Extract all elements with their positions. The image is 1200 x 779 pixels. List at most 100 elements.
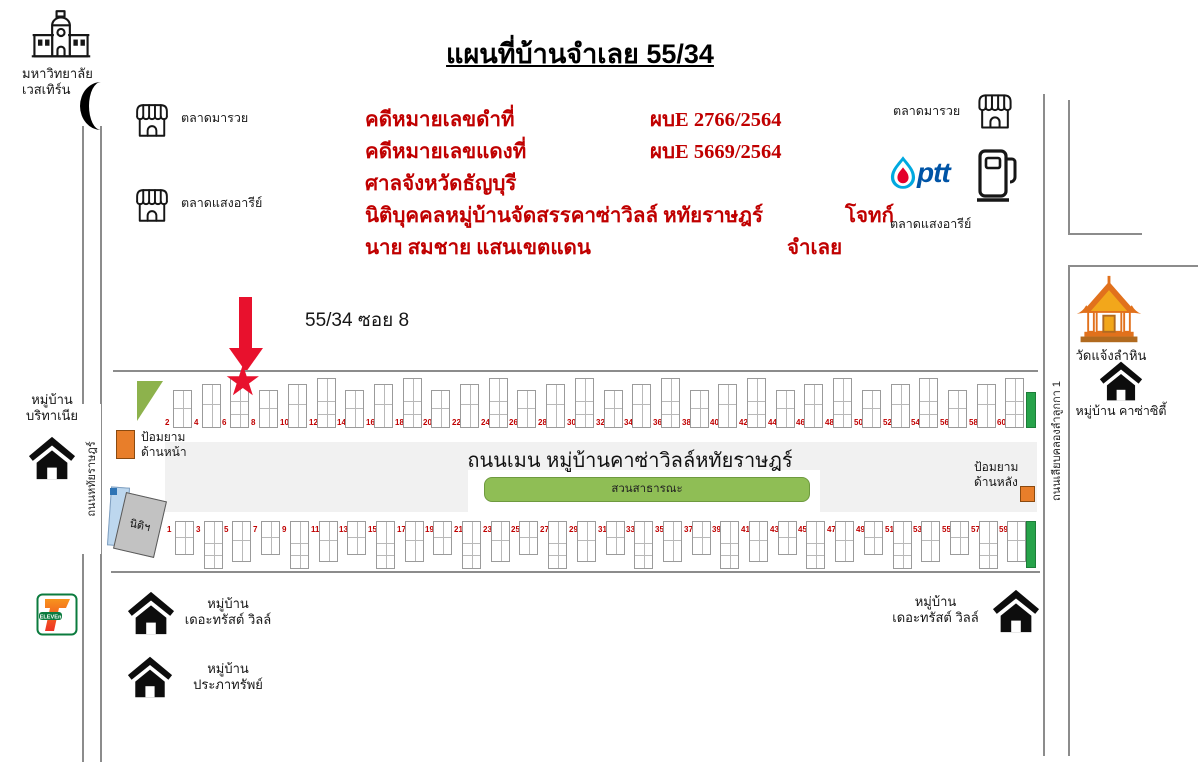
plot-grid-line [434,536,451,538]
plot-box [577,521,596,562]
plot-grid-line [928,379,930,427]
plot-grid-line [348,536,365,538]
temple-icon [1073,274,1145,346]
market-icon [131,97,173,143]
case-black-label: คดีหมายเลขดำที่ [365,109,515,131]
plot-grid-line [576,401,593,403]
plot-grid-line [213,522,215,568]
plot-grid-line [584,379,586,427]
plot-number: 37 [684,525,693,534]
case-red-number: ผบE 5669/2564 [650,141,782,163]
plot-grid-line [432,407,449,409]
plot-grid-line [986,385,988,427]
plot-box [489,378,508,428]
plot-grid-line [758,522,760,561]
plot-grid-line [231,401,248,403]
plot-grid-line [836,539,853,541]
plot-box [317,378,336,428]
plot-grid-line [469,385,471,427]
plot-box [690,390,709,428]
plot-grid-line [633,404,650,406]
case-red-line: คดีหมายเลขแดงที่ [365,135,925,168]
plot-grid-line [721,543,738,545]
plot-grid-line [900,385,902,427]
plot-grid-line [270,522,272,554]
plot-grid-line [670,379,672,427]
plot-number: 1 [167,525,172,534]
plaintiff-role: โจทก์ [845,205,894,227]
plot-box [462,521,481,569]
plot-grid-line [291,543,308,545]
plot-box [374,384,393,428]
plot-box [261,521,280,555]
plot-number: 58 [969,418,978,427]
britannia-label: หมู่บ้าน บริทาเนีย [25,392,79,424]
plot-grid-line [492,539,509,541]
plot-grid-line [748,401,765,403]
pointer-arrow [239,297,252,349]
plot-grid-line [404,401,421,403]
guard-post-back [1020,486,1035,502]
plot-grid-line [834,413,851,415]
plot-grid-line [719,404,736,406]
plot-number: 43 [770,525,779,534]
defendant-name: นาย สมชาย แสนเขตแดน [365,237,591,259]
plot-number: 6 [222,418,227,427]
plot-grid-line [727,385,729,427]
plot-box [345,390,364,428]
plot-number: 22 [452,418,461,427]
market-nw-bottom-label: ตลาดแสงอารีย์ [181,196,263,210]
plot-grid-line [834,401,851,403]
plot-box [548,521,567,569]
plot-grid-line [605,407,622,409]
left-road-label: ถนนหทัยราษฎร์ [81,404,101,554]
plot-number: 47 [827,525,836,534]
plot-grid-line [871,391,873,427]
plot-grid-line [555,385,557,427]
plot-number: 34 [624,418,633,427]
plot-box [259,390,278,428]
defendant-plot-star: ★ [224,357,262,404]
plot-grid-line [957,391,959,427]
plot-grid-line [442,522,444,554]
plot-number: 16 [366,418,375,427]
plot-grid-line [1006,413,1023,415]
case-black-number: ผบE 2766/2564 [650,109,782,131]
plot-grid-line [377,543,394,545]
plot-grid-line [777,407,794,409]
plot-grid-line [785,391,787,427]
branch-road-line-lower [1068,265,1198,267]
plot-number: 33 [626,525,635,534]
plot-number: 19 [425,525,434,534]
defendant-role: จำเลย [787,237,843,259]
plot-grid-line [231,413,248,415]
plot-grid-line [356,522,358,554]
plot-number: 36 [653,418,662,427]
plot-grid-line [1008,539,1025,541]
plot-box [491,521,510,562]
plot-number: 48 [825,418,834,427]
plot-grid-line [894,555,911,557]
plot-row-bottom: 1 3 5 7 9 11 13 15 17 19 21 23 25 27 29 31 33 35 37 39 41 43 4… [167,519,1047,571]
bottom-row-green-bar [1026,521,1036,568]
plot-number: 46 [796,418,805,427]
plot-grid-line [549,543,566,545]
plot-number: 42 [739,418,748,427]
plot-number: 44 [768,418,777,427]
plot-grid-line [980,555,997,557]
plot-grid-line [205,555,222,557]
plot-grid-line [490,413,507,415]
corner-green-triangle [137,381,163,421]
right-road-line-inner-lower [1068,265,1070,756]
pointer-arrow-head [229,348,263,372]
plot-box [778,521,797,555]
court-name: ศาลจังหวัดธัญบุรี [365,173,517,195]
plot-grid-line [922,539,939,541]
plot-number: 39 [712,525,721,534]
plot-box [747,378,766,428]
plot-box [862,390,881,428]
plot-grid-line [815,522,817,568]
plot-grid-line [813,385,815,427]
plot-box [604,390,623,428]
